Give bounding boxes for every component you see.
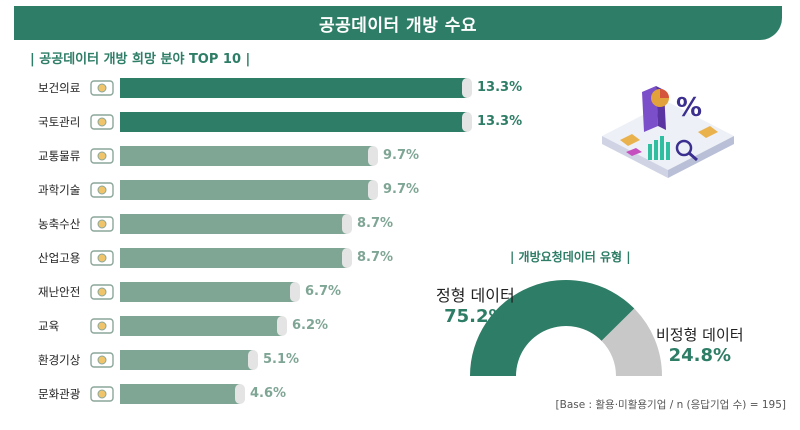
structured-data-value: 75.2% (444, 306, 507, 327)
doctor-icon (88, 77, 116, 99)
bar-7 (120, 282, 300, 302)
bar-3 (120, 146, 378, 166)
science-icon (88, 179, 116, 201)
education-icon (88, 315, 116, 337)
bar-label-8: 교육 (38, 319, 60, 333)
bar-1 (120, 78, 472, 98)
bar-label-5: 농축수산 (38, 217, 81, 231)
bar-8 (120, 316, 287, 336)
bar-5 (120, 214, 352, 234)
bar-9 (120, 350, 258, 370)
donut-slice-2 (601, 308, 662, 376)
donut-slice-1 (470, 280, 635, 376)
bar-label-2: 국토관리 (38, 115, 81, 129)
culture-icon (88, 383, 116, 405)
bar-value-7: 6.7% (305, 284, 342, 299)
bar-label-9: 환경기상 (38, 353, 81, 367)
donut-chart-title: | 개방요청데이터 유형 | (510, 250, 631, 264)
bar-value-2: 13.3% (477, 114, 523, 129)
bar-value-6: 8.7% (357, 250, 394, 265)
bar-label-4: 과학기술 (38, 183, 81, 197)
bar-10 (120, 384, 245, 404)
bar-6 (120, 248, 352, 268)
bar-label-3: 교통물류 (38, 149, 81, 163)
bar-2 (120, 112, 472, 132)
weather-icon (88, 349, 116, 371)
bar-value-9: 5.1% (263, 352, 300, 367)
bar-chart-title: | 공공데이터 개방 희망 분야 TOP 10 | (30, 52, 251, 67)
data-analytics-illustration: % (602, 86, 734, 178)
base-note: [Base : 활용·미활용기업 / n (응답기업 수) = 195] (555, 399, 786, 411)
bar-value-8: 6.2% (292, 318, 329, 333)
bar-value-4: 9.7% (383, 182, 420, 197)
bar-label-10: 문화관광 (38, 387, 81, 401)
bar-4 (120, 180, 378, 200)
bar-label-1: 보건의료 (38, 81, 81, 95)
unstructured-data-label: 비정형 데이터 24.8% (656, 324, 744, 366)
handshake-icon (88, 247, 116, 269)
alarm-icon (88, 281, 116, 303)
unstructured-data-value: 24.8% (668, 345, 732, 366)
bar-value-5: 8.7% (357, 216, 394, 231)
bar-label-6: 산업고용 (38, 251, 81, 265)
page-title: 공공데이터 개방 수요 (318, 15, 478, 36)
bar-label-7: 재난안전 (38, 285, 81, 299)
truck-icon (88, 145, 116, 167)
bar-value-10: 4.6% (250, 386, 287, 401)
header-banner: 공공데이터 개방 수요 (14, 6, 782, 40)
bar-value-3: 9.7% (383, 148, 420, 163)
structured-data-name: 정형 데이터 (436, 286, 515, 305)
land-map-icon (88, 111, 116, 133)
structured-data-label: 정형 데이터 75.2% (436, 282, 515, 327)
bar-value-1: 13.3% (477, 80, 523, 95)
unstructured-data-name: 비정형 데이터 (656, 326, 744, 344)
livestock-icon (88, 213, 116, 235)
svg-text:%: % (676, 93, 702, 123)
half-donut-chart (470, 280, 662, 376)
